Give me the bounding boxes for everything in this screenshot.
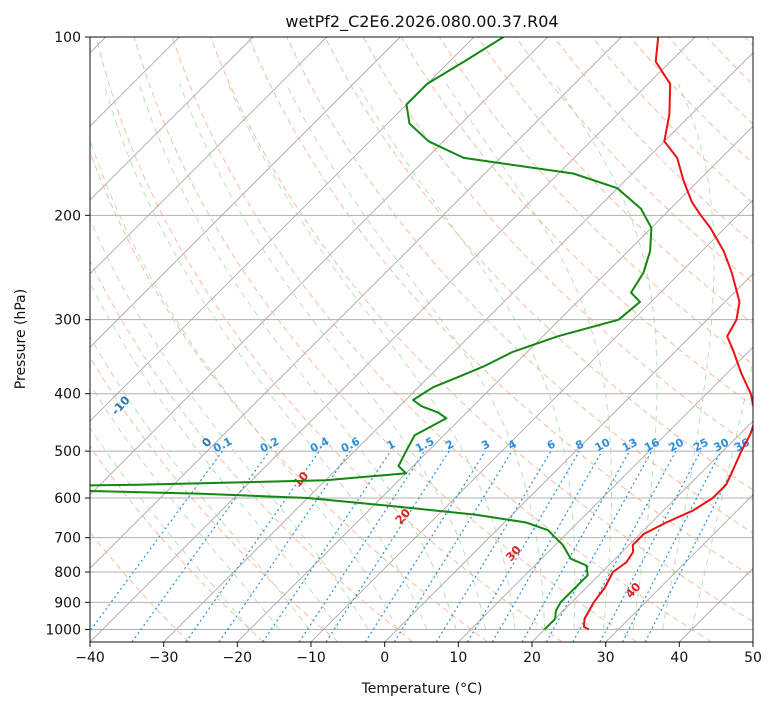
y-tick-label: 400 [54,387,81,403]
isotherm-line [236,125,753,642]
dry-adiabat-line [286,37,753,534]
mixing-ratio-line [644,450,743,642]
mixing-ratio-line [491,450,603,642]
isotherm-line [605,494,753,642]
mixing-ratio-line [599,450,702,642]
mixing-ratio-line [185,450,320,642]
y-tick-label: 200 [54,208,81,224]
isotherm-line [90,37,254,201]
x-tick-label: 50 [744,650,762,666]
isotherm-line [90,37,401,348]
isotherm-line [90,37,475,422]
x-tick-label: 0 [380,650,389,666]
background-lines [90,37,753,642]
dry-adiabat-line [90,259,414,642]
mixing-ratio-line [262,450,392,642]
mixing-ratio-line [545,450,653,642]
mixing-ratio-line [435,450,552,642]
isotherm-line [90,37,328,275]
y-tick-label: 500 [54,444,81,460]
dry-adiabat-line [210,37,753,623]
moist-adiabat-line [103,83,428,630]
moist-adiabat-line [179,83,487,630]
mixing-ratio-label: 25 [691,436,711,455]
isotherm-line [531,420,753,642]
mixing-ratio-label: 30 [712,436,732,455]
moist-adiabat-line [445,83,612,630]
mixing-ratio-line [218,450,351,642]
x-tick-label: 30 [597,650,615,666]
y-tick-label: 900 [54,595,81,611]
moist-adiabat-line [138,83,457,630]
moist-adiabat-line [227,83,516,630]
profile-lines [90,37,753,631]
dry-adiabat-line [324,37,753,491]
x-tick-label: −30 [149,650,179,666]
isotherm-line [90,37,549,496]
axis-ticks: −40 −30 −20 −10 0 10 20 30 40 50 100 200 300 400 500 60… [45,30,762,666]
mixing-ratio-label: 13 [620,436,640,455]
temperature-profile-line [583,37,753,631]
y-tick-label: 100 [54,30,81,46]
moist-adiabat-line [661,83,715,630]
dry-adiabat-line [248,37,753,578]
moist-adiabat-line [90,217,369,630]
dry-adiabat-line [133,37,638,642]
x-tick-label: −40 [75,650,105,666]
moist-adiabat-line [555,83,658,630]
dry-adiabat-line [171,37,712,642]
moist-adiabat-line [357,83,576,630]
y-tick-label: 600 [54,491,81,507]
x-axis-label: Temperature (°C) [361,681,483,697]
mixing-ratio-line [298,450,425,642]
x-tick-label: 20 [523,650,541,666]
isotherm-line [384,273,753,642]
mixing-ratio-line [466,450,580,642]
y-axis-label: Pressure (hPa) [13,289,29,389]
mixing-ratio-label: 10 [593,436,613,455]
isotherm-line [90,37,696,642]
x-tick-label: −20 [223,650,253,666]
x-tick-label: 40 [670,650,688,666]
y-tick-label: 1000 [45,622,81,638]
mixing-ratio-label: 20 [666,436,686,455]
moist-adiabat-line [90,335,310,630]
y-tick-label: 800 [54,565,81,581]
dry-adiabat-line [515,37,753,284]
mixing-ratio-label: 16 [642,436,662,455]
y-tick-label: 700 [54,531,81,547]
dewpoint-profile-line [90,37,653,631]
chart-title: wetPf2_C2E6.2026.080.00.37.R04 [285,12,558,32]
x-tick-label: 10 [449,650,467,666]
dry-adiabat-line [95,37,563,642]
isotherm-line [90,37,622,569]
isotherm-line [163,52,753,642]
moist-adiabat-line [90,281,339,630]
mixing-ratio-line [521,450,631,642]
mixing-ratio-line [393,450,513,642]
x-tick-label: −10 [296,650,326,666]
mixing-ratio-line [621,450,722,642]
y-tick-label: 300 [54,313,81,329]
dry-adiabat-line [90,445,264,642]
plot-frame [89,36,754,643]
